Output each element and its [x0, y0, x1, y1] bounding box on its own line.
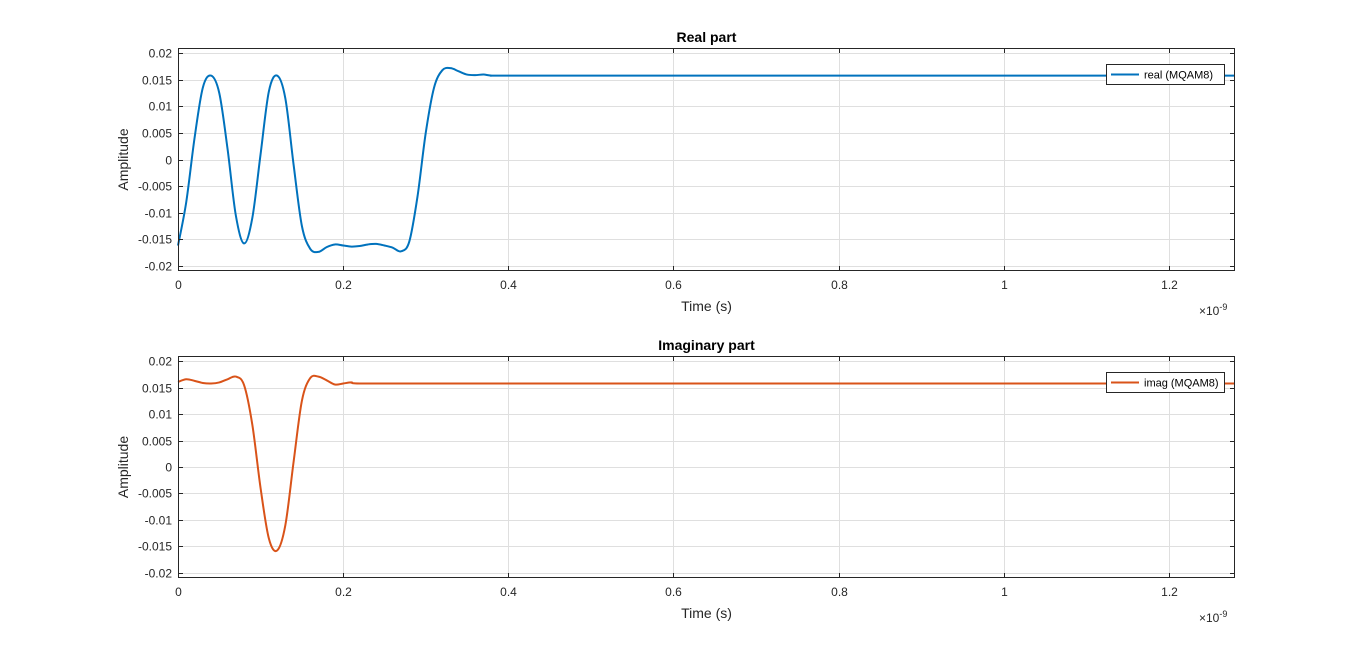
series-layer: [177, 66, 1235, 254]
x-tick-label: 0.4: [500, 585, 517, 599]
x-tick-label: 0.8: [831, 278, 848, 292]
x-exponent-power: -9: [1219, 609, 1227, 619]
ticks: 0 0.2 0.4 0.6 0.8 1 1.20.020.0150.010.0050-0.0…: [138, 47, 1235, 292]
y-tick-label: 0.01: [149, 100, 173, 114]
y-tick-label: 0.005: [142, 435, 172, 449]
plot-area: [178, 48, 1235, 271]
legend-entry: real (MQAM8): [1144, 70, 1213, 82]
y-tick-label: -0.005: [138, 487, 172, 501]
y-tick-label: 0: [165, 461, 172, 475]
x-tick-label: 1: [1001, 278, 1008, 292]
y-tick-label: 0.005: [142, 127, 172, 141]
x-tick-label: 0.8: [831, 585, 848, 599]
ticks: 0 0.2 0.4 0.6 0.8 1 1.20.020.0150.010.0050-0.0…: [138, 355, 1235, 599]
axes-imaginary-part: 0 0.2 0.4 0.6 0.8 1 1.20.020.0150.010.0050-0.0…: [115, 337, 1235, 625]
y-tick-label: 0: [165, 154, 172, 168]
x-tick-label: 1.2: [1161, 278, 1178, 292]
x-tick-label: 0.2: [335, 585, 352, 599]
series-layer: [177, 374, 1235, 553]
x-exponent-base: ×10: [1199, 611, 1220, 625]
x-tick-label: 0.2: [335, 278, 352, 292]
y-tick-label: 0.015: [142, 382, 172, 396]
x-tick-label: 0.6: [665, 278, 682, 292]
chart-title: Real part: [677, 29, 737, 45]
legend-box: [1106, 372, 1225, 393]
x-tick-label: 0.4: [500, 278, 517, 292]
legend-entry: imag (MQAM8): [1144, 378, 1219, 390]
y-tick-label: 0.01: [149, 408, 173, 422]
y-tick-label: -0.015: [138, 233, 172, 247]
x-axis-label: Time (s): [681, 298, 732, 314]
y-tick-label: -0.02: [145, 567, 173, 581]
x-exponent-power: -9: [1219, 302, 1227, 312]
grid: [178, 356, 1235, 578]
x-tick-label: 0.6: [665, 585, 682, 599]
axes-frame: [178, 48, 1235, 271]
legend-box: [1106, 64, 1225, 85]
axes-real-part: 0 0.2 0.4 0.6 0.8 1 1.20.020.0150.010.0050-0.0…: [115, 29, 1235, 318]
y-tick-label: -0.005: [138, 180, 172, 194]
x-tick-label: 1.2: [1161, 585, 1178, 599]
legend[interactable]: real (MQAM8): [1106, 64, 1225, 85]
grid: [178, 48, 1235, 271]
x-tick-label: 1: [1001, 585, 1008, 599]
series-line-0: [177, 66, 1235, 254]
x-tick-label: 0: [175, 585, 182, 599]
y-axis-label: Amplitude: [115, 436, 131, 498]
x-exponent-base: ×10: [1199, 304, 1220, 318]
y-tick-label: -0.01: [145, 514, 173, 528]
series-line-0: [177, 374, 1235, 553]
y-tick-label: -0.02: [145, 260, 173, 274]
y-tick-label: -0.015: [138, 540, 172, 554]
x-axis-label: Time (s): [681, 605, 732, 621]
y-tick-label: -0.01: [145, 207, 173, 221]
legend[interactable]: imag (MQAM8): [1106, 372, 1225, 393]
chart-title: Imaginary part: [658, 337, 755, 353]
y-tick-label: 0.02: [149, 355, 173, 369]
y-tick-label: 0.02: [149, 47, 173, 61]
x-axis-exponent: ×10-9: [1199, 609, 1227, 625]
x-tick-label: 0: [175, 278, 182, 292]
y-axis-label: Amplitude: [115, 128, 131, 190]
x-axis-exponent: ×10-9: [1199, 302, 1227, 318]
y-tick-label: 0.015: [142, 74, 172, 88]
